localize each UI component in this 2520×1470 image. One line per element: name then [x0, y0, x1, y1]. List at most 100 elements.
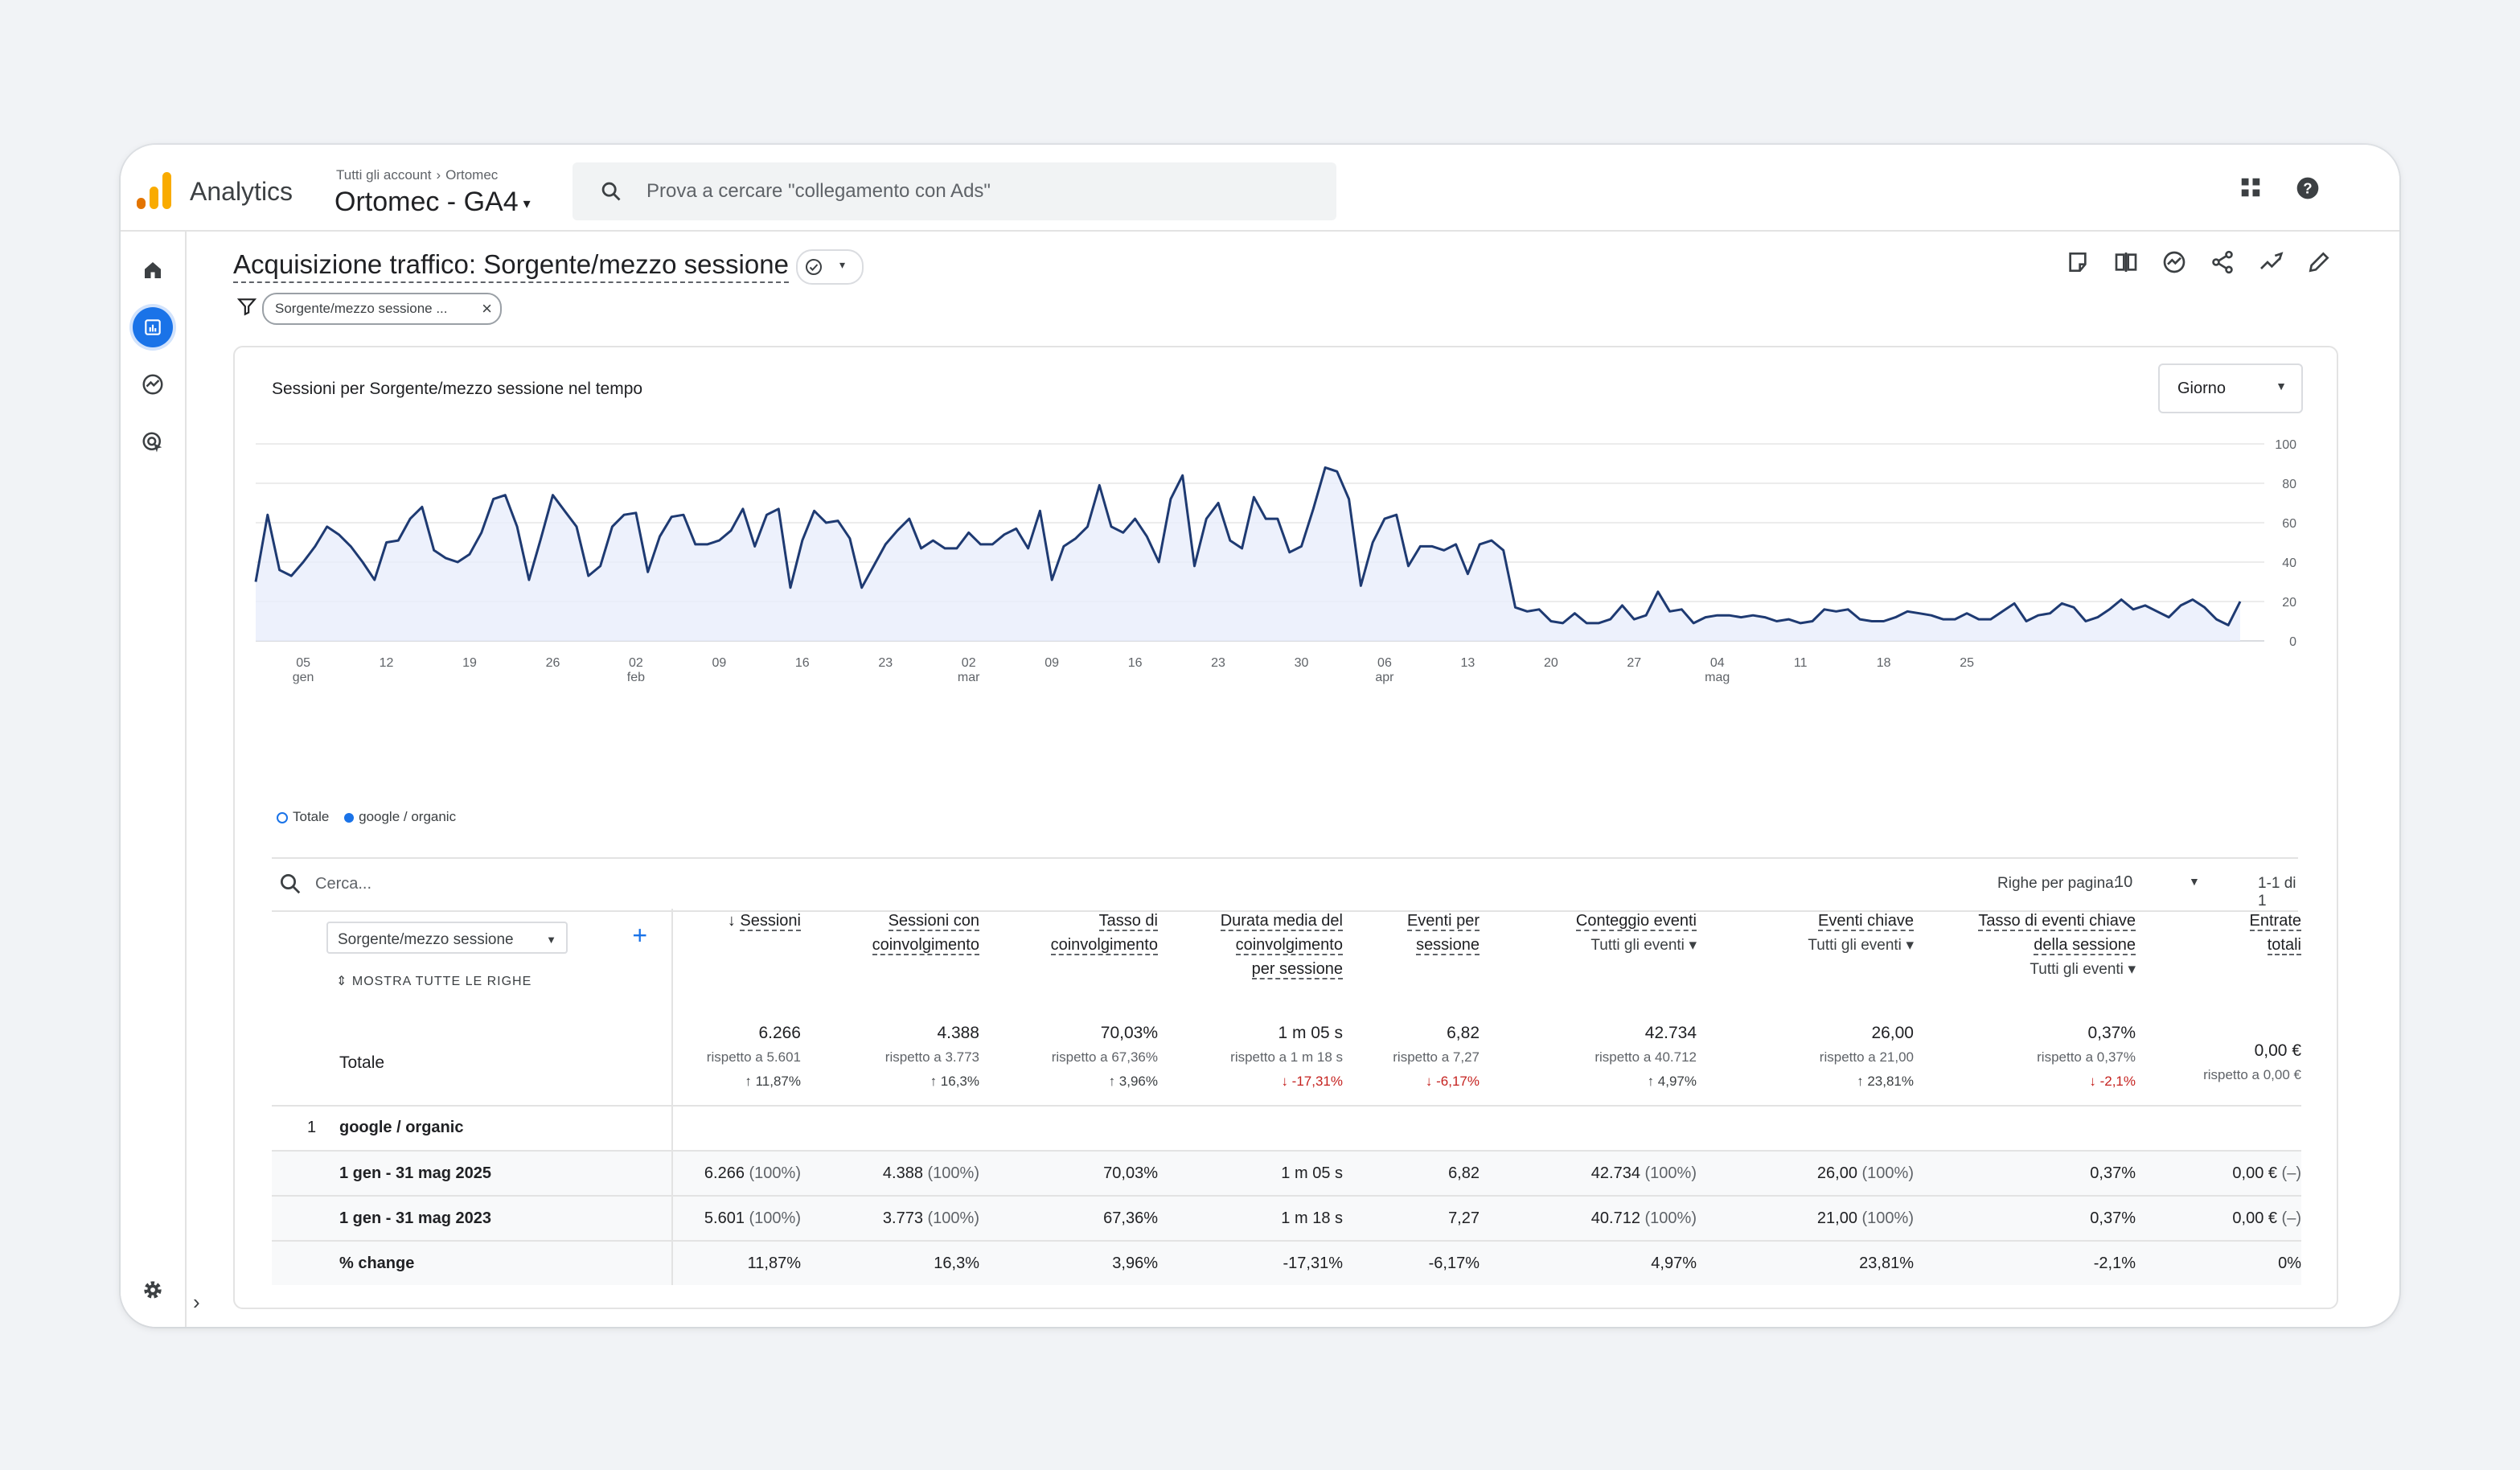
expand-nav-button[interactable]: › [193, 1290, 200, 1315]
x-tick-label: 25 [1960, 656, 1974, 670]
apps-grid-icon[interactable] [2239, 175, 2263, 199]
table-row[interactable]: 1 gen - 31 mag 2025 6.266 (100%) 4.388 (10… [272, 1150, 2301, 1196]
col-conteggio-eventi[interactable]: Conteggio eventi Tutti gli eventi ▾ [1575, 912, 1697, 954]
caret-down-icon: ▾ [523, 195, 531, 211]
insights-icon[interactable] [2161, 249, 2187, 275]
y-tick-label: 100 [2275, 438, 2296, 452]
col-eventi-per-sessione[interactable]: Eventi per sessione [1406, 912, 1480, 955]
table-cell: 23,81% [1697, 1240, 1914, 1285]
col-durata-media[interactable]: Durata media del coinvolgimento per sessio… [1220, 912, 1343, 979]
caret-down-icon[interactable]: ▾ [2128, 961, 2136, 978]
row-index: 1 [307, 1119, 317, 1136]
x-tick-label: 06 [1377, 656, 1392, 670]
breadcrumb[interactable]: Tutti gli account › Ortomec [336, 167, 498, 183]
col-sessioni-coinvolgimento[interactable]: Sessioni con coinvolgimento [872, 912, 979, 955]
x-tick-label: 16 [1128, 656, 1143, 670]
page-title: Acquisizione traffico: Sorgente/mezzo se… [233, 249, 789, 283]
group-label-cell: 1 google / organic [272, 1105, 673, 1151]
advertising-icon[interactable] [135, 425, 170, 460]
legend-google-organic[interactable]: google / organic [344, 809, 456, 824]
table-cell: 4.388 (100%) [801, 1150, 979, 1196]
x-tick-label: 18 [1877, 656, 1891, 670]
totals-label: Totale [272, 1021, 673, 1106]
property-name: Ortomec - GA4 [334, 187, 519, 217]
total-cell: 1 m 05 s rispetto a 1 m 18 s ↓ -17,31% [1230, 1024, 1343, 1089]
caret-down-icon: ▼ [2276, 380, 2287, 392]
reports-icon[interactable] [133, 307, 173, 347]
filter-chip-label: Sorgente/mezzo sessione ... [275, 301, 448, 316]
table-cell: 67,36% [979, 1195, 1158, 1241]
x-tick-label: 26 [546, 656, 560, 670]
col-tasso-eventi-chiave[interactable]: Tasso di eventi chiave della sessione Tutt… [1978, 912, 2136, 978]
table-header-row: Sorgente/mezzo sessione ▼ + ⇕ MOSTRA TUTT… [272, 909, 2301, 1021]
table-cell: 16,3% [801, 1240, 979, 1285]
table-cell: 6.266 (100%) [672, 1150, 801, 1196]
row-label: 1 gen - 31 mag 2023 [272, 1195, 673, 1241]
x-tick-label: 23 [878, 656, 893, 670]
col-tasso-coinvolgimento[interactable]: Tasso di coinvolgimento [1050, 912, 1158, 955]
analytics-logo-icon[interactable] [137, 172, 172, 209]
total-cell: 6,82 rispetto a 7,27 ↓ -6,17% [1393, 1024, 1480, 1089]
rows-per-page-label: Righe per pagina: [1997, 875, 2118, 892]
table-cell: -17,31% [1158, 1240, 1343, 1285]
add-dimension-icon[interactable]: + [632, 921, 647, 950]
table-row[interactable]: 1 gen - 31 mag 2023 5.601 (100%) 3.773 (10… [272, 1195, 2301, 1241]
x-tick-label: 05 [296, 656, 310, 670]
compare-icon[interactable] [2113, 249, 2139, 275]
home-icon[interactable] [135, 253, 170, 288]
caret-down-icon[interactable]: ▼ [2189, 875, 2200, 888]
trend-icon[interactable] [2258, 249, 2284, 275]
x-tick-label: 09 [1045, 656, 1059, 670]
breadcrumb-property[interactable]: Ortomec [445, 167, 499, 183]
table-cell: 0,37% [1914, 1150, 2136, 1196]
property-selector[interactable]: Ortomec - GA4 ▾ [334, 187, 531, 218]
x-tick-month: mar [958, 671, 980, 684]
svg-text:?: ? [2303, 180, 2312, 197]
row-label: % change [272, 1240, 673, 1285]
dimension-select[interactable]: Sorgente/mezzo sessione ▼ [326, 922, 568, 954]
table-search-input[interactable]: Cerca... [315, 875, 372, 893]
total-cell: 42.734 rispetto a 40.712 ↑ 4,97% [1594, 1024, 1697, 1089]
share-icon[interactable] [2210, 249, 2235, 275]
help-icon[interactable]: ? [2295, 175, 2321, 201]
col-sessioni[interactable]: ↓ Sessioni [727, 912, 801, 931]
breadcrumb-account[interactable]: Tutti gli account [336, 167, 432, 183]
x-tick-label: 19 [462, 656, 477, 670]
table-row[interactable]: % change 11,87% 16,3% 3,96% -17,31% -6,17% 4,9… [272, 1240, 2301, 1285]
total-cell: 0,37% rispetto a 0,37% ↓ -2,1% [2037, 1024, 2136, 1089]
x-tick-month: mag [1705, 671, 1730, 684]
save-icon[interactable] [2065, 249, 2091, 275]
col-entrate-totali[interactable]: Entrate totali [2249, 912, 2301, 955]
x-tick-label: 02 [962, 656, 976, 670]
table-cell: 3.773 (100%) [801, 1195, 979, 1241]
x-tick-label: 16 [795, 656, 810, 670]
show-all-rows-toggle[interactable]: ⇕ MOSTRA TUTTE LE RIGHE [336, 975, 532, 988]
search-placeholder: Prova a cercare "collegamento con Ads" [646, 180, 991, 202]
y-tick-label: 80 [2282, 478, 2296, 491]
legend-totale[interactable]: Totale [277, 809, 329, 824]
granularity-select[interactable]: Giorno ▼ [2158, 363, 2303, 413]
edit-icon[interactable] [2306, 249, 2332, 275]
settings-icon[interactable] [135, 1272, 170, 1308]
table-cell: 7,27 [1343, 1195, 1480, 1241]
y-tick-label: 40 [2282, 556, 2296, 570]
close-icon[interactable]: × [482, 298, 492, 318]
rows-per-page-select[interactable]: 10 [2115, 873, 2133, 891]
legend-dot-google-organic [344, 812, 355, 823]
report-status-dropdown[interactable]: ▾ [796, 249, 864, 285]
chevron-right-icon: › [193, 1290, 200, 1314]
explore-icon[interactable] [135, 367, 170, 402]
chevron-right-icon: › [436, 167, 441, 183]
x-tick-label: 04 [1710, 656, 1725, 670]
y-tick-label: 60 [2282, 517, 2296, 531]
row-label: 1 gen - 31 mag 2025 [272, 1150, 673, 1196]
filter-chip[interactable]: Sorgente/mezzo sessione ... × [262, 293, 502, 325]
x-tick-label: 20 [1544, 656, 1558, 670]
search-box[interactable]: Prova a cercare "collegamento con Ads" [573, 162, 1336, 220]
caret-down-icon[interactable]: ▾ [1906, 937, 1914, 954]
caret-down-icon[interactable]: ▾ [1689, 937, 1697, 954]
table-cell: 26,00 (100%) [1697, 1150, 1914, 1196]
group-row[interactable]: 1 google / organic [272, 1105, 2301, 1151]
col-eventi-chiave[interactable]: Eventi chiave Tutti gli eventi ▾ [1808, 912, 1914, 954]
total-cell: 26,00 rispetto a 21,00 ↑ 23,81% [1819, 1024, 1914, 1089]
